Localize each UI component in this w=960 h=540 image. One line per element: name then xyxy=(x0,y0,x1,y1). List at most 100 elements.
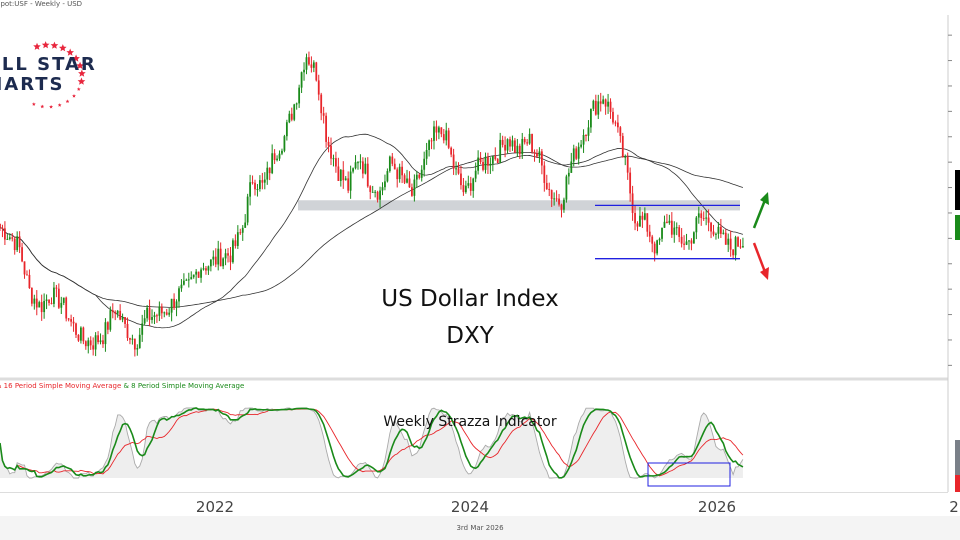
candle-body xyxy=(661,227,663,239)
candle-body xyxy=(406,178,408,183)
candle-body xyxy=(418,174,421,178)
candle-body xyxy=(381,187,384,191)
candle-body xyxy=(563,199,565,210)
candle-body xyxy=(496,159,499,164)
candle-body xyxy=(300,72,303,88)
candle-body xyxy=(719,226,722,234)
candle-body xyxy=(599,101,602,104)
candle-body xyxy=(619,127,622,136)
candle-body xyxy=(526,142,529,144)
indicator-16-sma-line xyxy=(0,408,744,477)
candle-body xyxy=(437,127,440,133)
logo-star xyxy=(31,102,36,106)
candle-body xyxy=(722,232,725,234)
candle-body xyxy=(18,236,21,248)
ma-40-week-line xyxy=(0,133,744,329)
candle-body xyxy=(450,147,453,155)
candle-body xyxy=(342,169,345,181)
candle-body xyxy=(626,156,629,173)
candle-body xyxy=(325,115,328,142)
candle-body xyxy=(523,138,526,143)
candle-body xyxy=(6,238,9,240)
candle-body xyxy=(92,345,95,350)
candle-body xyxy=(452,154,455,169)
candle-body xyxy=(8,237,11,239)
candle-body xyxy=(283,136,286,151)
candle-body xyxy=(658,238,661,241)
candle-body xyxy=(143,318,146,324)
candle-body xyxy=(241,227,244,233)
indicator-legend: & 16 Period Simple Moving Average & 8 Pe… xyxy=(0,382,244,390)
candle-body xyxy=(104,322,107,345)
candle-body xyxy=(531,133,533,152)
candle-body xyxy=(190,277,193,280)
y-axis-ticks xyxy=(948,34,952,366)
indicator-label-gray xyxy=(955,440,960,475)
candle-body xyxy=(565,176,568,200)
footer-date: 3rd Mar 2026 xyxy=(456,524,504,532)
candle-body xyxy=(109,310,112,330)
candle-body xyxy=(290,113,293,120)
candle-body xyxy=(567,172,570,177)
candle-body xyxy=(501,139,504,145)
candle-body xyxy=(192,274,195,278)
candle-body xyxy=(295,103,298,105)
candle-body xyxy=(234,240,237,246)
candle-body xyxy=(440,127,443,135)
logo-star xyxy=(76,61,84,69)
x-tick-2022: 2022 xyxy=(195,498,235,516)
candle-body xyxy=(232,240,234,263)
candle-body xyxy=(317,80,320,95)
candle-body xyxy=(11,237,14,239)
candle-body xyxy=(673,227,676,235)
candle-body xyxy=(612,111,614,123)
candle-body xyxy=(26,274,28,276)
candle-body xyxy=(303,69,305,73)
candle-body xyxy=(77,334,80,341)
candle-body xyxy=(585,134,587,136)
candle-body xyxy=(271,153,274,174)
indicator-highlight-box xyxy=(647,462,731,487)
candle-body xyxy=(57,288,60,308)
logo-star xyxy=(33,42,41,50)
indicator-panel xyxy=(0,407,744,479)
legend-16-sma: & 16 Period Simple Moving Average xyxy=(0,382,122,390)
candle-body xyxy=(244,222,247,228)
logo-star xyxy=(72,54,80,62)
candle-body xyxy=(580,144,583,147)
candle-body xyxy=(447,130,450,148)
candle-body xyxy=(246,196,249,223)
candle-body xyxy=(680,236,683,244)
candle-body xyxy=(702,218,705,220)
candle-body xyxy=(339,169,342,181)
candle-body xyxy=(386,171,389,182)
candle-body xyxy=(131,338,134,340)
candle-body xyxy=(121,317,124,320)
candle-body xyxy=(624,156,627,158)
candle-body xyxy=(102,340,104,345)
candle-body xyxy=(376,191,379,200)
candle-body xyxy=(4,228,6,240)
candle-body xyxy=(511,140,514,147)
candle-body xyxy=(538,151,541,157)
candle-body xyxy=(268,167,271,174)
logo-star xyxy=(41,41,50,49)
candle-body xyxy=(489,163,492,166)
candle-body xyxy=(631,193,634,213)
candle-body xyxy=(607,101,609,107)
candle-body xyxy=(504,144,506,151)
candle-body xyxy=(423,158,426,170)
candle-body xyxy=(732,249,735,256)
candle-body xyxy=(38,302,41,308)
candle-body xyxy=(111,310,114,313)
candle-body xyxy=(344,178,347,181)
candle-body xyxy=(668,220,671,223)
candle-body xyxy=(236,232,239,246)
candle-body xyxy=(572,148,575,162)
candle-body xyxy=(13,238,16,251)
candle-body xyxy=(165,312,168,315)
candle-body xyxy=(582,134,585,145)
candle-body xyxy=(354,162,357,169)
candle-body xyxy=(352,168,354,172)
logo-star xyxy=(77,77,86,85)
